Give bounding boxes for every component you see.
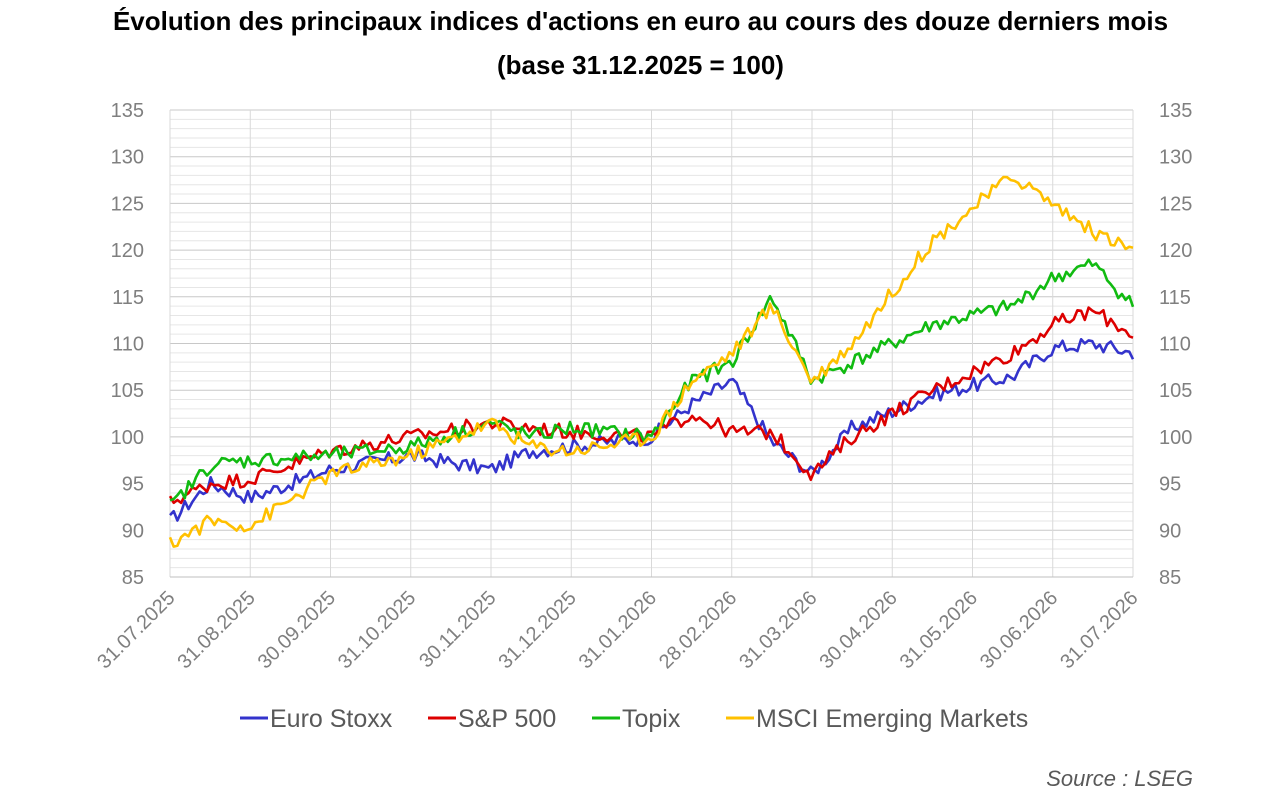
y-axis-left: 85 90 95 100 105 110 115 120 125 130 135	[111, 100, 144, 589]
series-line-0	[169, 337, 1135, 522]
x-tick-label: 30.11.2025	[415, 587, 500, 672]
x-tick-label: 31.08.2025	[173, 587, 259, 673]
y-tick-label-right: 90	[1159, 520, 1181, 542]
legend: Euro Stoxx S&P 500 Topix MSCI Emerging Mark…	[240, 705, 1028, 733]
y-tick-label-right: 120	[1159, 240, 1192, 262]
x-tick-label: 31.10.2025	[334, 587, 420, 673]
chart-subtitle: (base 31.12.2025 = 100)	[497, 50, 784, 80]
x-tick-label: 30.06.2026	[976, 587, 1062, 673]
x-tick-label: 31.03.2026	[735, 587, 821, 673]
legend-label: MSCI Emerging Markets	[756, 705, 1028, 733]
legend-label: Topix	[622, 705, 681, 733]
x-tick-label: 31.05.2026	[896, 587, 982, 673]
x-tick-label: 28.02.2026	[655, 587, 741, 673]
y-tick-label-right: 110	[1159, 334, 1191, 356]
x-axis: 31.07.202531.08.202530.09.202531.10.2025…	[93, 587, 1142, 673]
legend-label: S&P 500	[458, 705, 556, 733]
y-tick-label-left: 120	[111, 240, 144, 262]
legend-label: Euro Stoxx	[270, 705, 393, 733]
y-tick-label-right: 85	[1159, 567, 1181, 589]
y-tick-label-left: 105	[111, 380, 144, 402]
y-tick-label-right: 100	[1159, 427, 1192, 449]
y-tick-label-left: 110	[112, 334, 144, 356]
y-tick-label-right: 115	[1159, 287, 1191, 309]
y-tick-label-right: 95	[1159, 474, 1181, 496]
x-tick-label: 30.09.2025	[254, 587, 340, 673]
y-tick-label-left: 135	[111, 100, 144, 122]
y-axis-right: 85 90 95 100 105 110 115 120 125 130 135	[1159, 100, 1192, 589]
y-tick-label-right: 105	[1159, 380, 1192, 402]
y-tick-label-left: 130	[111, 147, 144, 169]
x-tick-label: 31.07.2026	[1056, 587, 1142, 673]
x-tick-label: 31.12.2025	[494, 587, 580, 673]
y-tick-label-left: 115	[112, 287, 144, 309]
y-tick-label-right: 125	[1159, 193, 1192, 215]
chart-title: Évolution des principaux indices d'actio…	[112, 6, 1169, 36]
y-tick-label-left: 100	[111, 427, 144, 449]
x-tick-label: 30.04.2026	[815, 587, 901, 673]
series-line-3	[168, 175, 1134, 548]
y-tick-label-left: 85	[122, 567, 144, 589]
x-tick-label: 31.07.2025	[93, 587, 179, 673]
y-tick-label-right: 135	[1159, 100, 1192, 122]
y-tick-label-right: 130	[1159, 147, 1192, 169]
y-tick-label-left: 125	[111, 193, 144, 215]
grid	[169, 109, 1134, 578]
series-lines	[168, 175, 1135, 548]
y-tick-label-left: 90	[122, 520, 144, 542]
x-tick-label: 31.01.2026	[575, 587, 661, 673]
y-tick-label-left: 95	[122, 474, 144, 496]
source-note: Source : LSEG	[1046, 766, 1193, 791]
series-line-2	[169, 258, 1135, 502]
